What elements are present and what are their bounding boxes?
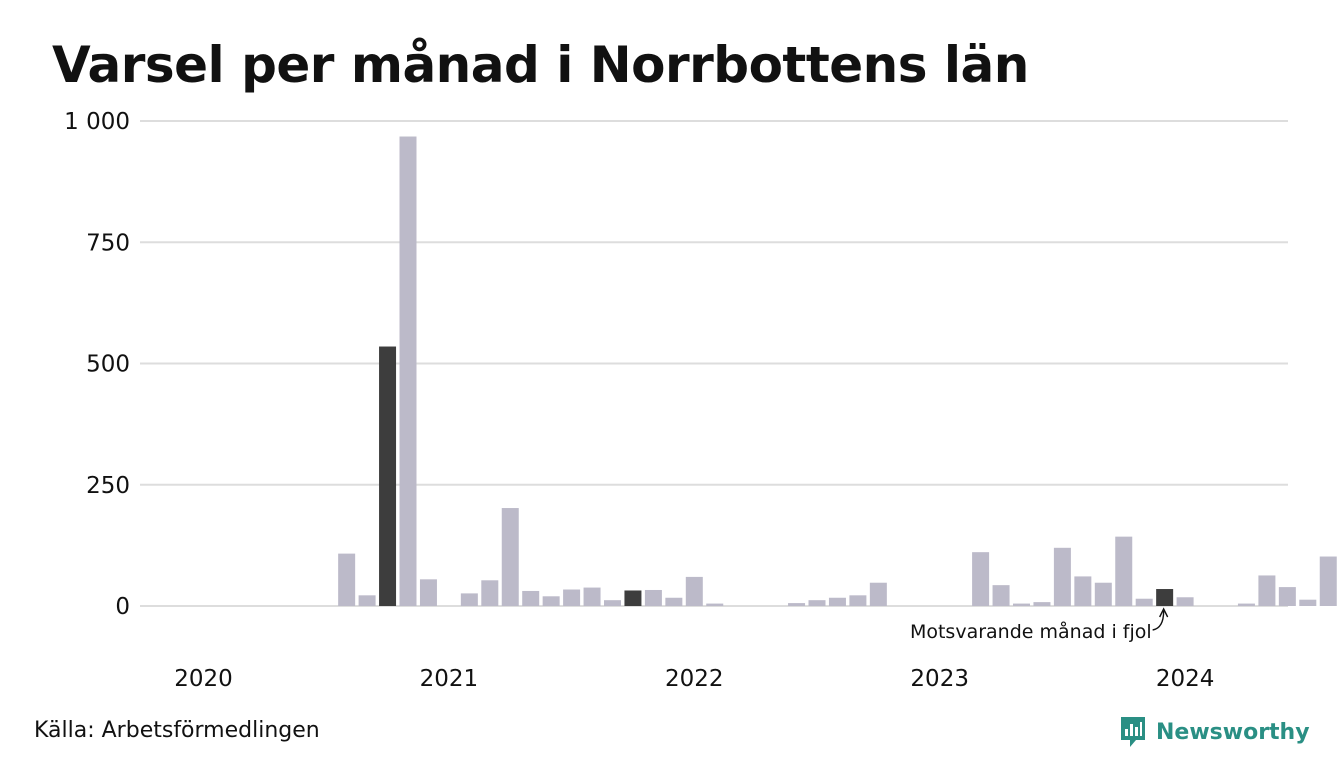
bar (419, 579, 437, 606)
callout-arrowhead (1159, 607, 1169, 618)
bar-same-month (1156, 589, 1174, 606)
bar (849, 595, 867, 606)
bar-same-month (379, 346, 397, 606)
bar (1033, 602, 1051, 606)
previous-year-label: Motsvarande månad i fjol (910, 620, 1152, 643)
y-tick-label: 1 000 (64, 109, 130, 135)
callout-arrow (1152, 610, 1165, 631)
bar (563, 589, 581, 606)
bar (583, 587, 601, 606)
bar (869, 582, 887, 606)
x-tick-label: 2021 (420, 666, 479, 692)
bar (338, 553, 356, 606)
bar (1013, 603, 1030, 606)
bar-chart: 0 250 500 750 1 000 2020 2021 2022 2023 2024 Mar… (64, 109, 1337, 692)
bar (460, 593, 478, 606)
chart-title: Varsel per månad i Norrbottens län (52, 36, 1029, 94)
bar (808, 600, 826, 606)
bar (644, 589, 662, 606)
bar-same-month (624, 590, 642, 606)
bar (1094, 582, 1112, 606)
x-tick-label: 2023 (910, 666, 969, 692)
bar (1258, 575, 1276, 606)
bar (542, 596, 560, 606)
bar (399, 136, 417, 606)
source-note: Källa: Arbetsförmedlingen (34, 718, 320, 743)
bar (522, 590, 540, 606)
y-tick-label: 250 (86, 473, 130, 499)
bar (1115, 536, 1133, 606)
bar (685, 576, 703, 606)
bar (788, 603, 806, 606)
y-tick-label: 750 (86, 230, 130, 256)
annotations: Mars37Motsvarande månad i fjol (910, 607, 1169, 643)
bar (1135, 598, 1153, 606)
bar (501, 508, 519, 606)
bars (338, 136, 1337, 606)
bar (828, 597, 846, 606)
bar (706, 603, 724, 606)
bar (481, 580, 499, 606)
bar (992, 585, 1010, 606)
bar (1299, 599, 1317, 606)
y-tick-label: 0 (115, 594, 130, 620)
brand-name: Newsworthy (1156, 719, 1310, 745)
newsworthy-icon (1121, 717, 1145, 747)
bar (604, 600, 621, 606)
bar (1319, 556, 1337, 606)
x-tick-label: 2022 (665, 666, 724, 692)
bar (972, 552, 990, 606)
bar (1053, 547, 1071, 606)
bar (1278, 587, 1296, 606)
gridlines (140, 120, 1288, 607)
x-axis-ticks: 2020 2021 2022 2023 2024 (174, 666, 1214, 692)
bar (358, 595, 376, 606)
x-tick-label: 2024 (1156, 666, 1215, 692)
bar (1074, 576, 1092, 606)
newsworthy-logo[interactable]: Newsworthy (1118, 714, 1310, 750)
bar (665, 597, 683, 606)
y-tick-label: 500 (86, 352, 130, 378)
x-tick-label: 2020 (174, 666, 233, 692)
bar (1237, 603, 1255, 606)
y-axis-ticks: 0 250 500 750 1 000 (64, 109, 130, 620)
bar (1176, 597, 1194, 606)
